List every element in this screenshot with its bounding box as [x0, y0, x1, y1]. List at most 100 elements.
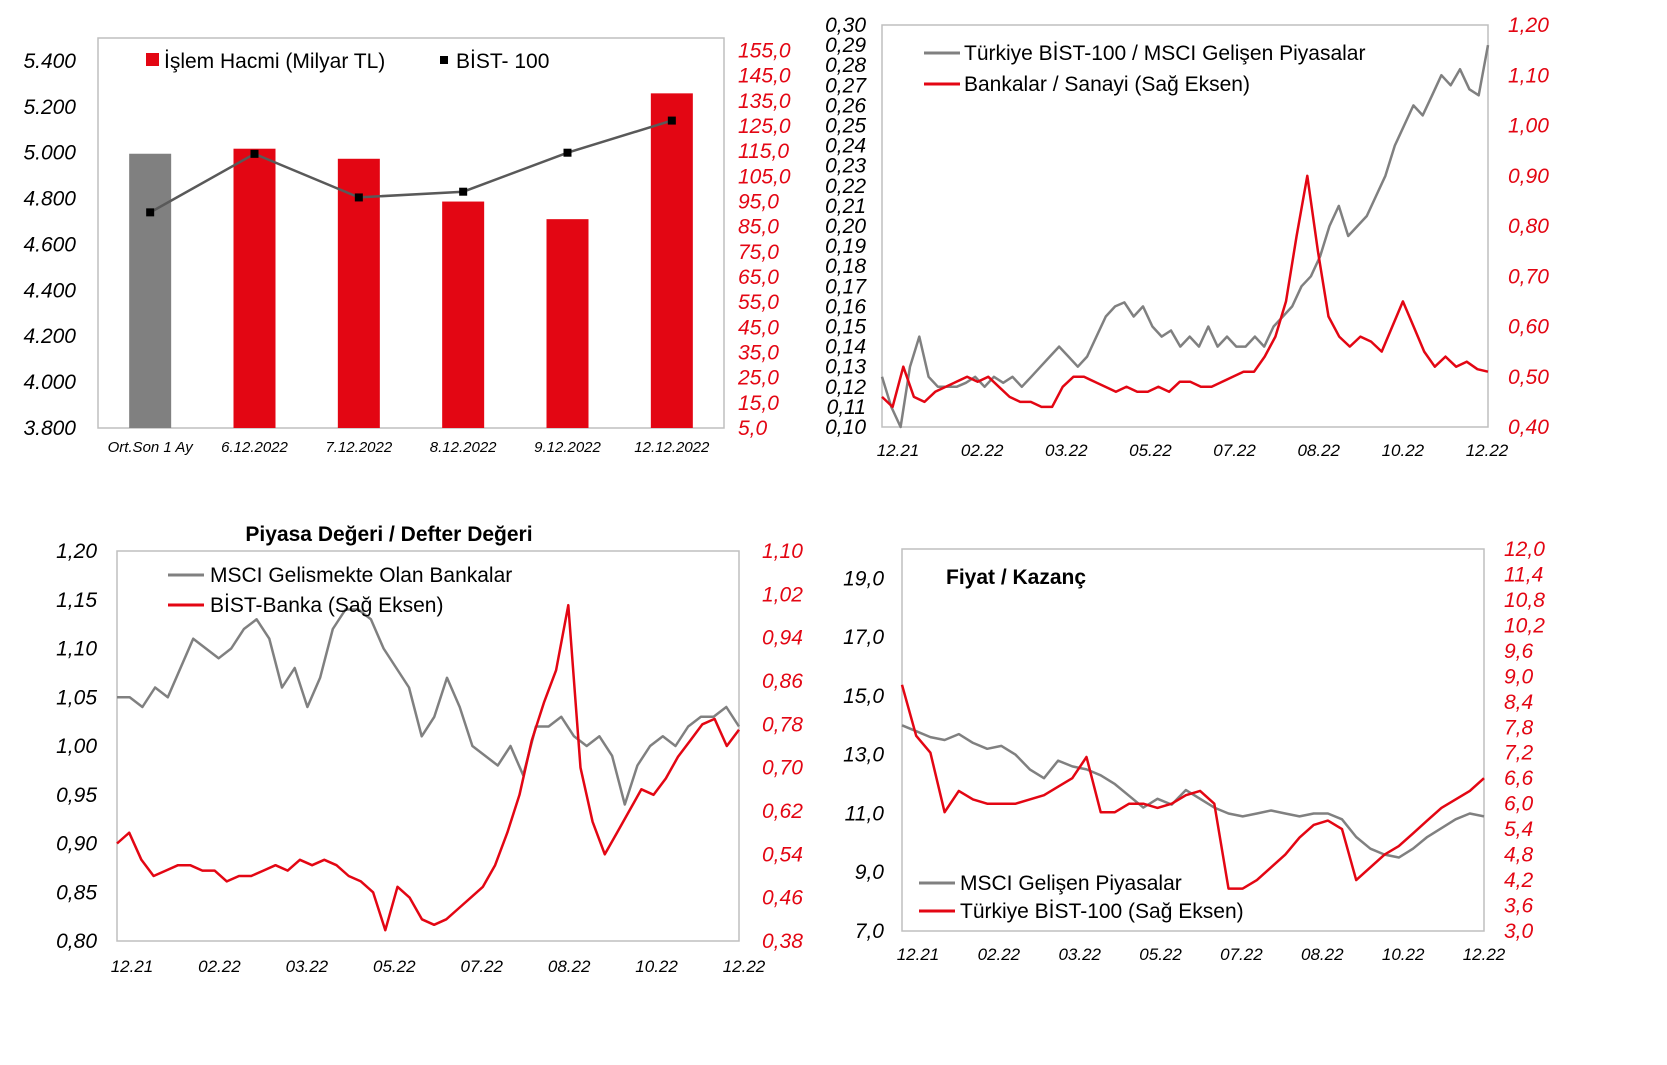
legend-label-bist-bank: BİST-Banka (Sağ Eksen) [210, 594, 443, 617]
right-tick-label: 35,0 [738, 342, 779, 365]
x-tick-label: 10.22 [635, 957, 678, 976]
right-tick-label: 0,54 [762, 843, 803, 866]
right-tick-label: 0,78 [762, 713, 803, 736]
x-tick-label: 03.22 [1045, 441, 1088, 460]
left-tick-label: 4.000 [23, 371, 76, 394]
right-tick-label: 0,62 [762, 800, 803, 823]
x-tick-label: 08.22 [1297, 441, 1340, 460]
left-tick-label: 0,25 [825, 115, 866, 138]
left-tick-label: 1,15 [56, 589, 97, 612]
x-tick-label: 10.22 [1382, 945, 1425, 964]
chart-3-x-axis: 12.21 02.22 03.22 05.22 07.22 08.22 10.22 12.22 [111, 957, 766, 976]
left-tick-label: 0,11 [827, 396, 866, 419]
chart-1-left-axis: 3.800 4.000 4.200 4.400 4.600 4.800 5.000 5.200… [23, 50, 76, 440]
series-line-msci-em [901, 724, 1485, 859]
left-tick-label: 0,14 [825, 336, 866, 359]
left-tick-label: 1,05 [56, 686, 97, 709]
left-tick-label: 9,0 [855, 861, 885, 884]
bar [233, 148, 276, 429]
left-tick-label: 0,22 [825, 175, 866, 198]
left-tick-label: 17,0 [843, 626, 884, 649]
x-tick-label: 9.12.2022 [534, 439, 601, 456]
chart-2-relative: 0,100,110,120,130,140,150,160,170,180,19… [825, 14, 1549, 460]
left-tick-label: 0,16 [825, 295, 866, 318]
left-tick-label: 0,21 [825, 195, 866, 218]
chart-4-title: Fiyat / Kazanç [946, 566, 1086, 589]
chart-2-right-axis: 0,40 0,50 0,60 0,70 0,80 0,90 1,00 1,10 1,20 [1508, 14, 1549, 439]
chart-4-legend: MSCI Gelişen Piyasalar Türkiye BİST-100 … [919, 872, 1244, 923]
chart-3-left-axis: 0,80 0,85 0,90 0,95 1,00 1,05 1,10 1,15 1,20 [56, 540, 97, 953]
chart-3-lines [116, 603, 741, 932]
x-tick-label: 8.12.2022 [430, 439, 497, 456]
right-tick-label: 75,0 [738, 241, 779, 264]
left-tick-label: 0,80 [56, 930, 97, 953]
bar [650, 93, 693, 429]
x-tick-label: 05.22 [1129, 441, 1172, 460]
right-tick-label: 0,70 [762, 757, 803, 780]
left-tick-label: 0,95 [56, 784, 97, 807]
chart-2-x-axis: 12.21 02.22 03.22 05.22 07.22 08.22 10.22 12.22 [877, 441, 1509, 460]
left-tick-label: 13,0 [843, 744, 884, 767]
right-tick-label: 5,0 [738, 417, 768, 440]
chart-4-lines [900, 684, 1485, 890]
left-tick-label: 0,28 [825, 54, 866, 77]
legend-label-bist100: BİST- 100 [456, 50, 549, 73]
x-tick-label: 05.22 [1139, 945, 1182, 964]
left-tick-label: 15,0 [843, 685, 884, 708]
right-tick-label: 1,10 [1508, 64, 1549, 87]
bar [337, 158, 380, 428]
x-tick-label: 12.21 [897, 945, 940, 964]
bist100-point [563, 148, 572, 157]
x-tick-label: 12.22 [723, 957, 766, 976]
series-line-bist-bank [116, 603, 740, 932]
chart-3-legend: MSCI Gelismekte Olan Bankalar BİST-Banka… [168, 564, 512, 617]
chart-4-x-axis: 12.21 02.22 03.22 05.22 07.22 08.22 10.22 12.22 [897, 945, 1506, 964]
x-tick-label: 12.22 [1466, 441, 1509, 460]
bar [442, 201, 485, 428]
right-tick-label: 0,50 [1508, 366, 1549, 389]
right-tick-label: 3,0 [1504, 920, 1534, 943]
x-tick-label: 08.22 [548, 957, 591, 976]
chart-1-bars [129, 93, 693, 429]
left-tick-label: 0,17 [825, 275, 867, 298]
left-tick-label: 0,12 [825, 376, 866, 399]
right-tick-label: 115,0 [738, 140, 789, 163]
chart-4-left-axis: 7,0 9,0 11,0 13,0 15,0 17,0 19,0 [843, 567, 884, 943]
bar [129, 153, 172, 428]
legend-swatch-volume [146, 53, 159, 66]
x-tick-label: 05.22 [373, 957, 416, 976]
right-tick-label: 4,2 [1504, 869, 1534, 892]
right-tick-label: 0,60 [1508, 316, 1549, 339]
x-tick-label: 12.21 [111, 957, 154, 976]
x-tick-label: 07.22 [1213, 441, 1256, 460]
right-tick-label: 0,70 [1508, 265, 1549, 288]
right-tick-label: 1,00 [1508, 115, 1549, 138]
left-tick-label: 4.600 [23, 233, 76, 256]
left-tick-label: 7,0 [855, 920, 885, 943]
chart-3-title: Piyasa Değeri / Defter Değeri [245, 523, 532, 546]
left-tick-label: 1,00 [56, 735, 97, 758]
right-tick-label: 0,90 [1508, 165, 1549, 188]
legend-swatch-bist100 [440, 56, 448, 64]
chart-1-volume: 3.800 4.000 4.200 4.400 4.600 4.800 5.000 5.200… [23, 37, 791, 456]
right-tick-label: 10,8 [1504, 589, 1545, 612]
left-tick-label: 4.800 [23, 188, 76, 211]
chart-4-frame [901, 548, 1485, 932]
left-tick-label: 0,85 [56, 881, 97, 904]
bist100-point [354, 193, 363, 202]
left-tick-label: 0,13 [825, 356, 866, 379]
x-tick-label: 10.22 [1382, 441, 1425, 460]
left-tick-label: 0,27 [825, 74, 867, 97]
left-tick-label: 0,24 [825, 135, 866, 158]
right-tick-label: 6,6 [1504, 767, 1534, 790]
chart-1-right-axis: 5,015,025,035,0 45,055,065,075,085,095,0 1… [737, 40, 791, 440]
bist100-point [250, 149, 259, 158]
legend-label-bank-industry: Bankalar / Sanayi (Sağ Eksen) [964, 73, 1250, 96]
right-tick-label: 25,0 [737, 367, 779, 390]
right-tick-label: 15,0 [738, 392, 779, 415]
x-tick-label: 08.22 [1301, 945, 1344, 964]
legend-label-bist100-pe: Türkiye BİST-100 (Sağ Eksen) [960, 900, 1244, 923]
left-tick-label: 5.400 [23, 50, 76, 73]
right-tick-label: 65,0 [738, 266, 779, 289]
right-tick-label: 1,02 [762, 583, 803, 606]
